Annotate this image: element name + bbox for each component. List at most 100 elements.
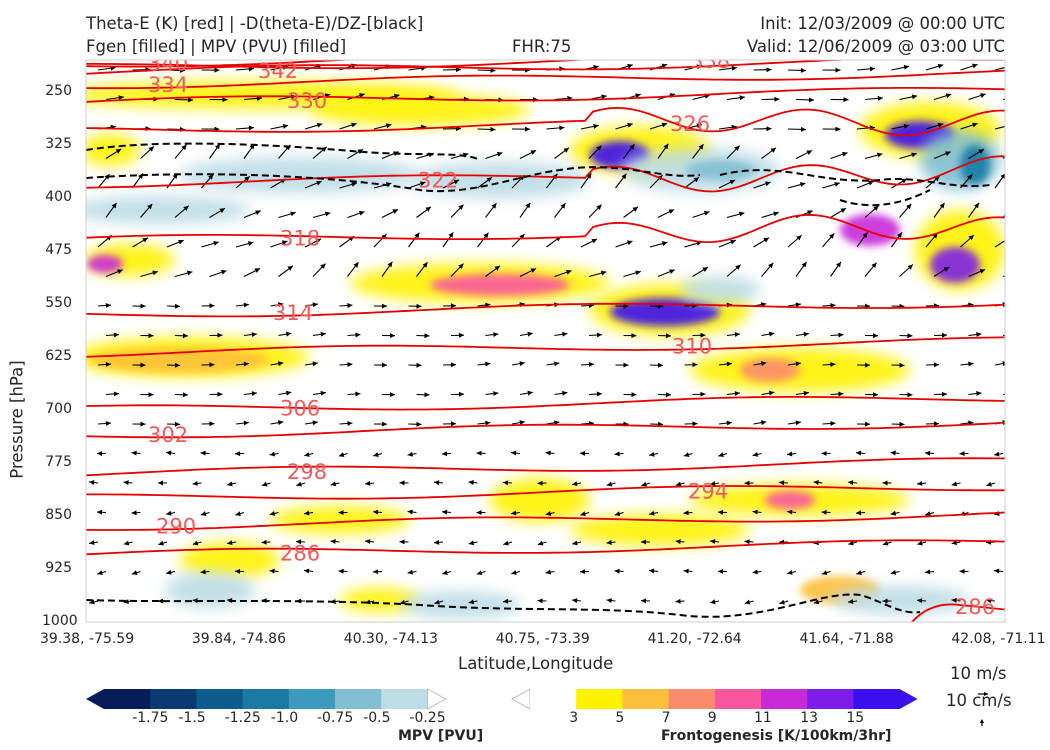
wind-arrow-head [563,147,569,153]
wind-arrow-head [304,452,310,457]
mpv-colorbar-tick: -1.25 [224,710,261,726]
wind-arrow-head [1011,147,1016,152]
theta-e-contour-label: 322 [418,168,458,192]
wind-arrow-head [703,210,710,216]
wind-arrow-head [381,362,387,368]
theta-e-contour-label: 318 [280,227,320,251]
wind-arrow-head [468,599,475,605]
theta-e-contour-label: 290 [156,515,196,539]
wind-arrow-head [89,540,95,546]
wind-arrow-head [422,262,428,268]
wind-arrow-head [614,511,621,516]
wind-arrow-head [735,264,741,270]
theta-e-contour-label: 340 [148,52,188,76]
wind-arrow-head [951,598,957,603]
wind-arrow-head [943,266,950,272]
wind-arrow-head [330,539,336,545]
wind-arrow-head [882,480,888,486]
wind-arrow-head [147,203,153,210]
fgen-colorbar-bin [622,689,670,709]
wind-arrow-head [675,481,682,487]
wind-arrow-head [217,391,223,397]
wind-arrow-head [251,332,257,338]
mpv-colorbar-bin [150,689,197,709]
wind-arrow-head [282,123,289,129]
wind-arrow-head [316,180,322,186]
wind-arrow-head [243,420,249,426]
wind-arrow-head [829,233,835,239]
wind-arrow-head [511,450,517,456]
wind-arrow-head [872,333,878,339]
wind-arrow-head [623,362,629,368]
x-tick-label: 39.84, -74.86 [191,631,287,647]
wind-arrow-head [614,568,620,574]
wind-arrow-head [591,238,598,244]
wind-arrow-head [764,181,771,187]
wind-arrow-head [123,599,129,605]
wind-arrow-head [941,391,947,397]
wind-arrow-head [277,302,284,308]
wind-arrow-head [269,511,276,516]
wind-arrow-head [899,421,905,427]
wind-arrow-head [768,390,775,396]
wind-arrow-head [355,332,361,338]
valid-time: Valid: 12/06/2009 @ 03:00 UTC [746,37,1005,56]
wind-arrow-head [1007,123,1012,128]
wind-arrow-head [174,362,180,368]
wind-arrow-head [606,481,613,487]
wind-arrow-head [730,239,736,245]
wind-arrow-head [261,539,267,545]
wind-arrow-head [572,481,578,487]
wind-arrow-head [731,65,737,71]
wind-arrow-head [937,63,944,69]
wind-arrow-head [483,232,489,239]
theta-e-contour [910,603,1005,622]
y-tick-label: 625 [45,347,72,364]
wind-arrow-head [131,510,137,516]
wind-arrow-head [277,361,284,367]
wind-arrow-head [787,569,793,575]
wind-arrow-head [287,265,293,271]
wind-arrow-head [511,570,517,575]
wind-arrow-head [663,143,669,150]
wind-arrow-head [113,332,119,338]
wind-arrow-head [933,362,939,368]
wind-arrow-head [296,481,302,487]
wind-arrow-head [490,126,496,132]
wind-arrow-head [174,421,180,427]
wind-arrow-head [734,391,740,397]
wind-arrow-head [455,67,461,73]
fgen-colorbar-bin [853,689,901,709]
y-tick-label: 550 [45,294,72,311]
wind-arrow-head [752,451,759,457]
fgen-colorbar-bin [530,689,577,709]
wind-arrow-head [869,66,875,72]
wind-arrow-head [871,262,877,269]
wind-arrow-head [901,178,907,184]
wind-arrow-head [358,210,365,216]
theta-e-contour-label: 298 [287,460,327,484]
shaded-region [400,591,520,619]
wind-arrow-head [494,265,501,271]
fgen-colorbar-tick: 9 [707,710,717,726]
wind-arrow-head [486,177,492,183]
wind-arrow-head [111,202,117,209]
wind-arrow-head [208,174,214,180]
wind-arrow-head [324,211,331,217]
shaded-region [310,94,530,126]
wind-arrow-head [353,262,359,268]
mpv-colorbar-tick: -0.75 [317,710,354,726]
wind-arrow-head [281,240,288,246]
wind-arrow-head [907,392,913,398]
wind-arrow-head [442,451,448,457]
wind-arrow-head [476,510,482,516]
wind-arrow-head [657,303,663,309]
theta-e-contour [86,421,1005,439]
wind-arrow-head [838,391,844,397]
x-tick-label: 41.64, -71.88 [799,631,894,647]
wind-arrow-head [925,450,931,456]
wind-arrow-head [632,206,639,212]
wind-arrow-head [596,204,602,210]
wind-arrow-head [588,361,594,367]
wind-arrow-head [1015,270,1021,275]
